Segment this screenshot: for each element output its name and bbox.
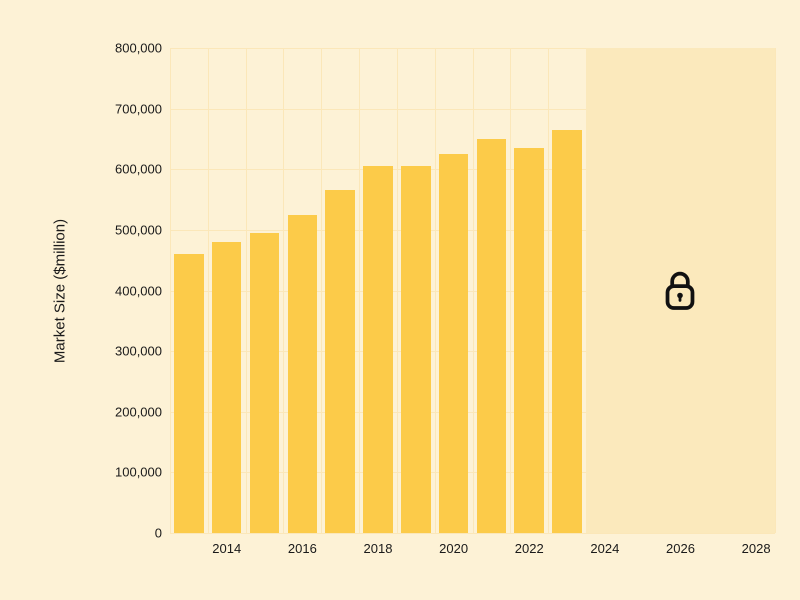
x-tick-label: 2018 [364, 533, 393, 556]
v-gridline [170, 48, 171, 533]
bar-2021 [477, 139, 506, 533]
v-gridline [548, 48, 549, 533]
lock-icon [661, 269, 699, 313]
market-size-bar-chart: 0 100,000 200,000 300,000 400,000 500,000 600,… [0, 0, 800, 600]
y-tick-label: 600,000 [115, 162, 170, 177]
bar-2019 [401, 166, 430, 533]
y-tick-label: 700,000 [115, 101, 170, 116]
x-tick-label: 2028 [742, 533, 771, 556]
locked-forecast-overlay[interactable] [586, 48, 775, 533]
y-tick-label: 300,000 [115, 344, 170, 359]
bar-2022 [514, 148, 543, 533]
bar-2013 [174, 254, 203, 533]
v-gridline [246, 48, 247, 533]
y-axis-title: Market Size ($million) [52, 218, 69, 362]
bar-2023 [552, 130, 581, 533]
x-tick-label: 2022 [515, 533, 544, 556]
y-tick-label: 0 [155, 526, 170, 541]
x-tick-label: 2024 [590, 533, 619, 556]
bar-2020 [439, 154, 468, 533]
y-tick-label: 800,000 [115, 41, 170, 56]
v-gridline [775, 48, 776, 533]
v-gridline [283, 48, 284, 533]
x-tick-label: 2016 [288, 533, 317, 556]
y-tick-label: 400,000 [115, 283, 170, 298]
x-tick-label: 2020 [439, 533, 468, 556]
v-gridline [359, 48, 360, 533]
v-gridline [397, 48, 398, 533]
bar-2014 [212, 242, 241, 533]
bar-2018 [363, 166, 392, 533]
bar-2015 [250, 233, 279, 533]
bar-2017 [325, 190, 354, 533]
x-tick-label: 2014 [212, 533, 241, 556]
x-tick-label: 2026 [666, 533, 695, 556]
y-tick-label: 500,000 [115, 222, 170, 237]
v-gridline [473, 48, 474, 533]
v-gridline [321, 48, 322, 533]
v-gridline [435, 48, 436, 533]
y-tick-label: 100,000 [115, 465, 170, 480]
bar-2016 [288, 215, 317, 533]
y-tick-label: 200,000 [115, 404, 170, 419]
v-gridline [510, 48, 511, 533]
v-gridline [208, 48, 209, 533]
plot-area: 0100,000200,000300,000400,000500,000600,… [170, 48, 775, 533]
